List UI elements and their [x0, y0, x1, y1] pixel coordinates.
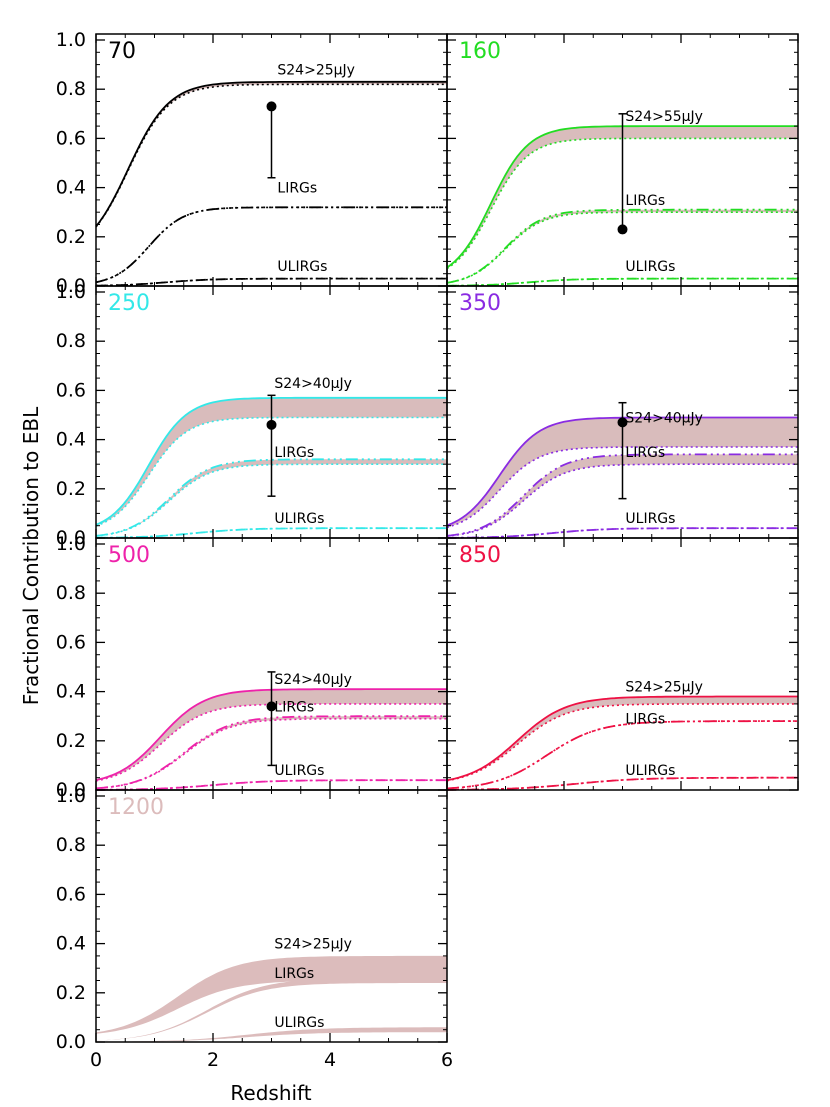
total-lower-line-70: [95, 83, 447, 228]
y-tick-label-500: 0.2: [56, 730, 86, 752]
panel-label-350: 350: [459, 291, 501, 316]
x-tick-label: 4: [324, 1049, 336, 1071]
lirg-upper-line-160: [446, 208, 798, 284]
lirg-upper-line-250: [95, 458, 447, 537]
ulirg-lower-line-350: [447, 527, 798, 539]
ulirg-label-350: ULIRGs: [625, 511, 675, 527]
y-tick-label-1200: 1.0: [56, 785, 86, 807]
y-tick-label-500: 0.4: [56, 681, 86, 703]
data-point-350: [617, 417, 628, 428]
y-tick-label-250: 0.8: [56, 330, 86, 352]
y-tick-label-70: 0.4: [56, 177, 86, 199]
lirg-lower-line-70: [95, 206, 447, 284]
lirg-upper-line-70: [95, 206, 447, 284]
panel-label-500: 500: [108, 543, 150, 568]
panel-frame-1200: [95, 789, 448, 1043]
total-label-70: S24>25μJy: [277, 62, 355, 78]
lirg-label-1200: LIRGs: [274, 966, 314, 982]
ulirg-label-500: ULIRGs: [274, 763, 324, 779]
x-tick-label: 6: [441, 1049, 453, 1071]
lirg-label-70: LIRGs: [277, 181, 317, 197]
y-tick-label-1200: 0.6: [56, 883, 86, 905]
lirg-label-160: LIRGs: [625, 193, 665, 209]
panel-frame-850: [446, 537, 799, 791]
y-tick-label-1200: 0.8: [56, 834, 86, 856]
y-tick-label-70: 0.2: [56, 226, 86, 248]
panel-label-850: 850: [459, 543, 501, 568]
total-label-250: S24>40μJy: [274, 376, 352, 392]
panel-350: S24>40μJy LIRGs ULIRGs 350: [446, 285, 799, 539]
total-lower-line-850: [446, 703, 798, 782]
ulirg-label-850: ULIRGs: [625, 763, 675, 779]
ulirg-lower-line-160: [446, 277, 798, 287]
data-point-160: [617, 224, 628, 235]
x-tick-label: 0: [90, 1049, 102, 1071]
panel-500: S24>40μJy LIRGs ULIRGs 0.0 0.2 0.4 0.6 0.8 1.0 50…: [56, 533, 448, 801]
y-tick-label-70: 0.0: [56, 275, 86, 297]
x-tick-label: 2: [207, 1049, 219, 1071]
ulirg-label-70: ULIRGs: [277, 259, 327, 275]
panel-250: S24>40μJy LIRGs ULIRGs 0.0 0.2 0.4 0.6 0.8 1.0 25…: [56, 281, 448, 549]
ulirg-label-160: ULIRGs: [625, 259, 675, 275]
y-tick-label-250: 0.0: [56, 527, 86, 549]
y-tick-label-500: 1.0: [56, 533, 86, 555]
panel-label-250: 250: [108, 291, 150, 316]
y-tick-label-250: 0.6: [56, 379, 86, 401]
lirg-label-850: LIRGs: [625, 712, 665, 728]
ulirg-lower-line-70: [96, 277, 447, 287]
total-upper-line-850: [446, 695, 798, 782]
panel-1200: S24>25μJy LIRGs ULIRGs 0.0 0.2 0.4 0.6 0.8 1.0 12…: [56, 785, 453, 1071]
y-tick-label-500: 0.6: [56, 631, 86, 653]
lirg-label-350: LIRGs: [625, 445, 665, 461]
data-point-250: [266, 419, 277, 430]
ulirg-lower-line-250: [95, 527, 447, 539]
lirg-lower-line-350: [446, 463, 798, 537]
total-band-350: [447, 417, 798, 528]
total-band-250: [96, 397, 447, 526]
total-label-350: S24>40μJy: [625, 410, 703, 426]
y-tick-label-1200: 0.2: [56, 982, 86, 1004]
panel-label-1200: 1200: [108, 795, 164, 820]
ulirg-lower-line-850: [447, 776, 798, 791]
y-tick-label-250: 0.2: [56, 478, 86, 500]
total-band-500: [96, 689, 447, 781]
data-point-500: [266, 701, 277, 712]
panel-850: S24>25μJy LIRGs ULIRGs 850: [446, 537, 799, 791]
y-tick-label-250: 1.0: [56, 281, 86, 303]
ulirg-label-250: ULIRGs: [274, 511, 324, 527]
lirg-upper-line-850: [446, 720, 798, 790]
total-band-1200: [96, 955, 447, 1034]
y-tick-label-70: 0.6: [56, 127, 86, 149]
x-axis-title: Redshift: [230, 1081, 311, 1105]
lirg-lower-line-500: [95, 717, 447, 790]
total-upper-line-70: [95, 80, 447, 227]
lirg-label-250: LIRGs: [274, 445, 314, 461]
ulirg-band-1200: [96, 1027, 447, 1042]
total-label-160: S24>55μJy: [625, 109, 703, 125]
lirg-label-500: LIRGs: [274, 699, 314, 715]
y-tick-label-70: 0.8: [56, 78, 86, 100]
lirg-lower-line-850: [446, 720, 798, 790]
y-tick-label-1200: 0.0: [56, 1031, 86, 1053]
y-tick-label-500: 0.8: [56, 582, 86, 604]
total-label-500: S24>40μJy: [274, 672, 352, 688]
total-band-850: [447, 696, 798, 781]
y-tick-label-500: 0.0: [56, 779, 86, 801]
y-tick-label-1200: 0.4: [56, 933, 86, 955]
panel-label-160: 160: [459, 39, 501, 64]
y-tick-label-70: 1.0: [56, 29, 86, 51]
ulirg-lower-line-500: [96, 779, 447, 791]
y-tick-label-250: 0.4: [56, 429, 86, 451]
data-point-70: [266, 101, 277, 112]
ulirg-label-1200: ULIRGs: [274, 1015, 324, 1031]
total-label-850: S24>25μJy: [625, 680, 703, 696]
panel-label-70: 70: [108, 39, 136, 64]
panel-160: S24>55μJy LIRGs ULIRGs 160: [446, 33, 799, 287]
total-lower-line-160: [446, 137, 798, 270]
y-axis-title: Fractional Contribution to EBL: [19, 406, 43, 705]
total-label-1200: S24>25μJy: [274, 937, 352, 953]
panel-70: S24>25μJy LIRGs ULIRGs 0.0 0.2 0.4 0.6 0.8 1.0 70: [56, 29, 448, 297]
